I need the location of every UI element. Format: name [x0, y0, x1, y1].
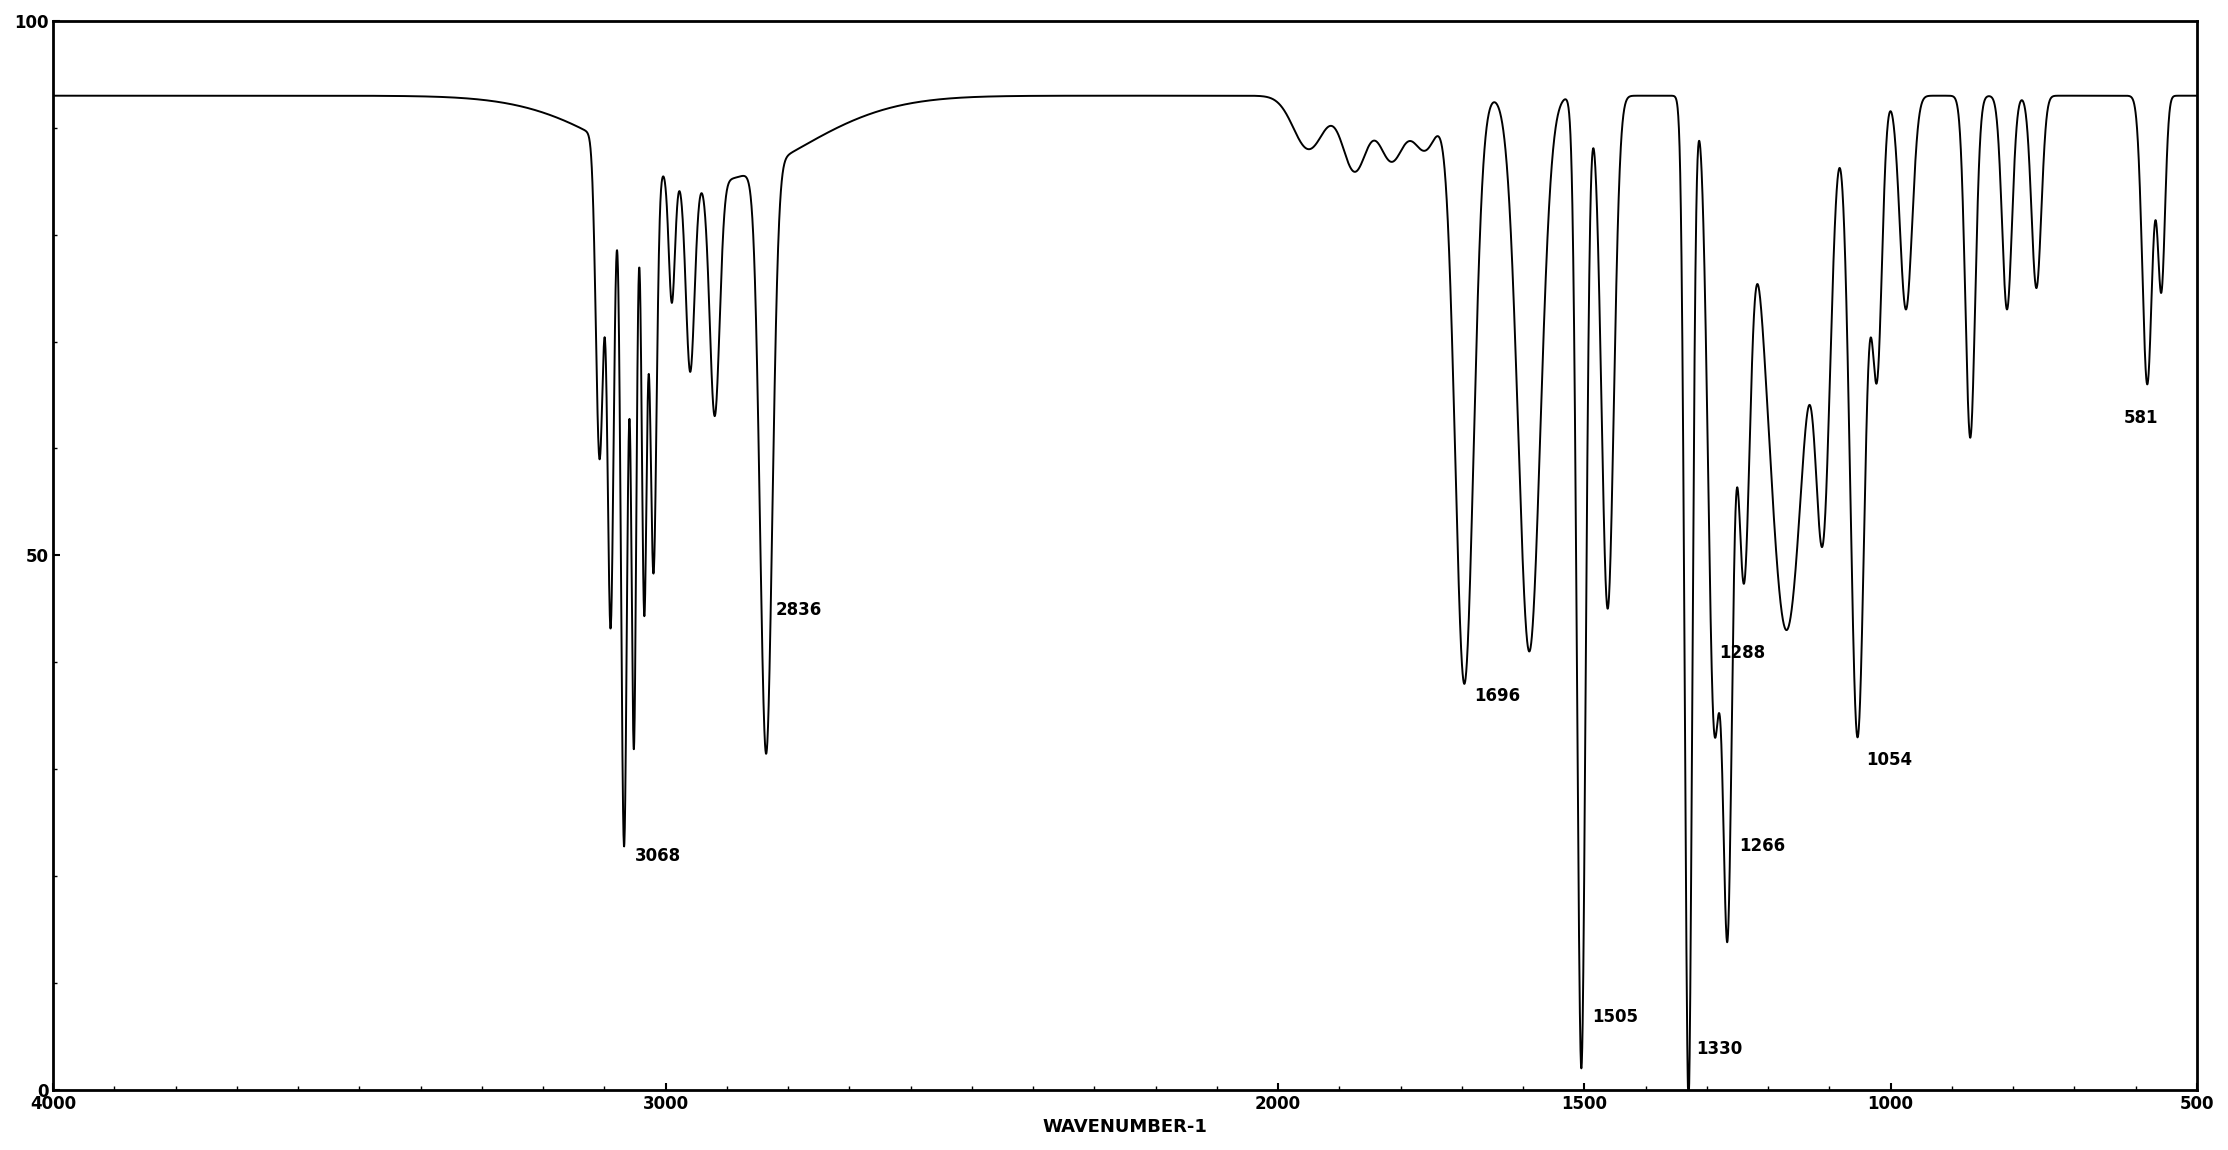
Text: 1505: 1505	[1591, 1007, 1638, 1026]
Text: 1696: 1696	[1475, 687, 1519, 705]
Text: 3068: 3068	[635, 848, 682, 865]
X-axis label: WAVENUMBER-1: WAVENUMBER-1	[1043, 1118, 1208, 1136]
Text: 1054: 1054	[1867, 751, 1912, 769]
Text: 1288: 1288	[1720, 644, 1765, 662]
Text: 1330: 1330	[1696, 1040, 1742, 1058]
Text: 2836: 2836	[775, 601, 822, 620]
Text: 1266: 1266	[1738, 836, 1785, 854]
Text: 581: 581	[2123, 409, 2159, 427]
